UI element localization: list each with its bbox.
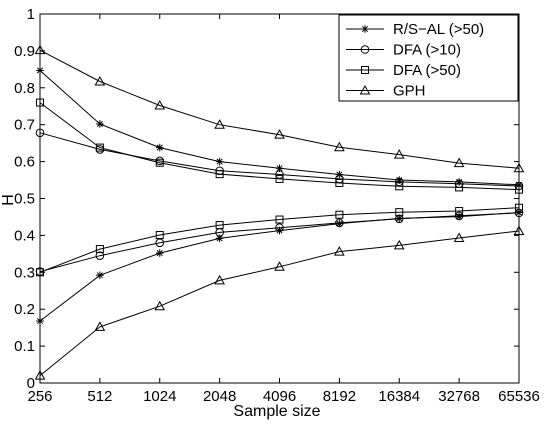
y-tick-label: 0.3 — [14, 264, 35, 281]
data-point-square — [95, 245, 104, 254]
y-tick-label: 1 — [27, 6, 35, 23]
series-square-lower — [36, 203, 523, 277]
data-point-square — [335, 210, 344, 219]
legend-label: DFA (>10) — [393, 42, 461, 59]
series-line — [39, 230, 520, 376]
legend-label: DFA (>50) — [393, 62, 461, 79]
data-point-circle — [275, 223, 284, 232]
data-point-triangle — [334, 141, 345, 152]
data-point-square — [455, 183, 464, 192]
data-point-circle — [394, 214, 404, 224]
series-square-upper — [36, 98, 523, 194]
data-point-triangle — [274, 129, 285, 139]
data-point-circle — [95, 251, 105, 260]
x-tick-label: 2048 — [203, 388, 236, 405]
data-point-star — [215, 157, 224, 166]
data-point-star — [155, 143, 164, 152]
x-axis-label: Sample size — [233, 403, 320, 420]
y-axis-label: H — [0, 194, 17, 206]
x-tick-label: 8192 — [323, 388, 356, 405]
data-point-star — [215, 234, 224, 243]
data-point-star — [96, 271, 104, 280]
series-line — [39, 49, 520, 169]
data-point-square — [275, 215, 284, 224]
data-point-triangle — [154, 99, 166, 110]
x-tick-label: 16384 — [378, 388, 420, 405]
y-tick-label: 0.4 — [14, 227, 35, 244]
y-tick-label: 0.7 — [14, 117, 35, 134]
x-tick-label: 65536 — [498, 388, 540, 405]
data-point-square — [455, 207, 464, 216]
legend-marker-square — [361, 66, 369, 74]
data-point-star — [155, 249, 164, 257]
legend-item-circle: DFA (>10) — [346, 42, 461, 59]
series-line — [39, 207, 520, 273]
data-point-circle — [275, 170, 284, 179]
legend-marker-circle — [360, 45, 370, 54]
data-point-star — [96, 120, 104, 128]
series-triangle-lower — [34, 225, 525, 380]
data-point-square — [335, 179, 344, 188]
data-point-triangle — [154, 300, 166, 311]
data-point-triangle — [274, 261, 285, 271]
y-tick-label: 0.9 — [14, 43, 35, 60]
data-point-star — [335, 219, 344, 228]
data-point-square — [215, 221, 224, 230]
data-point-triangle — [393, 149, 405, 159]
y-tick-label: 0.8 — [14, 80, 35, 97]
data-point-triangle — [334, 246, 345, 256]
legend-item-square: DFA (>50) — [346, 62, 461, 79]
x-tick-label: 4096 — [263, 388, 296, 405]
data-point-star — [335, 170, 344, 179]
data-point-square — [275, 174, 284, 183]
data-point-star — [455, 178, 463, 186]
legend-label: R/S−AL (>50) — [393, 21, 484, 38]
data-point-star — [275, 164, 284, 173]
x-tick-label: 32768 — [438, 388, 480, 405]
data-point-triangle — [453, 232, 465, 242]
legend-item-triangle: GPH — [346, 83, 426, 100]
data-point-square — [155, 158, 164, 167]
data-point-triangle — [214, 274, 225, 285]
data-point-triangle — [453, 157, 465, 168]
series-line — [39, 132, 520, 187]
data-point-square — [395, 182, 404, 191]
data-point-triangle — [94, 76, 106, 86]
data-point-triangle — [393, 239, 405, 250]
series-line — [39, 212, 520, 273]
y-tick-label: 0.5 — [14, 191, 35, 208]
data-point-square — [155, 231, 164, 240]
data-point-square — [395, 208, 404, 217]
legend-item-star: R/S−AL (>50) — [346, 21, 484, 38]
y-tick-label: 0.1 — [14, 338, 35, 355]
data-point-star — [275, 226, 284, 235]
chart-legend: R/S−AL (>50) DFA (>10) DFA (>50) GPH — [338, 14, 519, 102]
y-tick-label: 0.6 — [14, 154, 35, 171]
chart-axes: 256 512 1024 2048 4096 8192 16384 32768 65536 0 0.… — [14, 6, 540, 405]
data-point-star — [455, 212, 463, 221]
x-tick-label: 1024 — [143, 388, 176, 405]
x-tick-label: 256 — [27, 388, 52, 405]
data-point-square — [95, 143, 104, 152]
x-tick-label: 512 — [87, 388, 112, 405]
data-point-triangle — [214, 119, 225, 129]
legend-marker-star — [361, 25, 369, 33]
data-point-triangle — [94, 321, 106, 331]
legend-label: GPH — [393, 83, 426, 100]
data-point-circle — [454, 211, 464, 221]
data-point-circle — [335, 218, 344, 228]
y-tick-label: 0 — [27, 375, 35, 392]
data-point-star — [395, 176, 404, 184]
data-point-circle — [394, 177, 404, 187]
data-point-square — [215, 170, 224, 179]
y-tick-label: 0.2 — [14, 301, 35, 318]
legend-marker-triangle — [359, 84, 371, 95]
series-line — [39, 102, 520, 191]
